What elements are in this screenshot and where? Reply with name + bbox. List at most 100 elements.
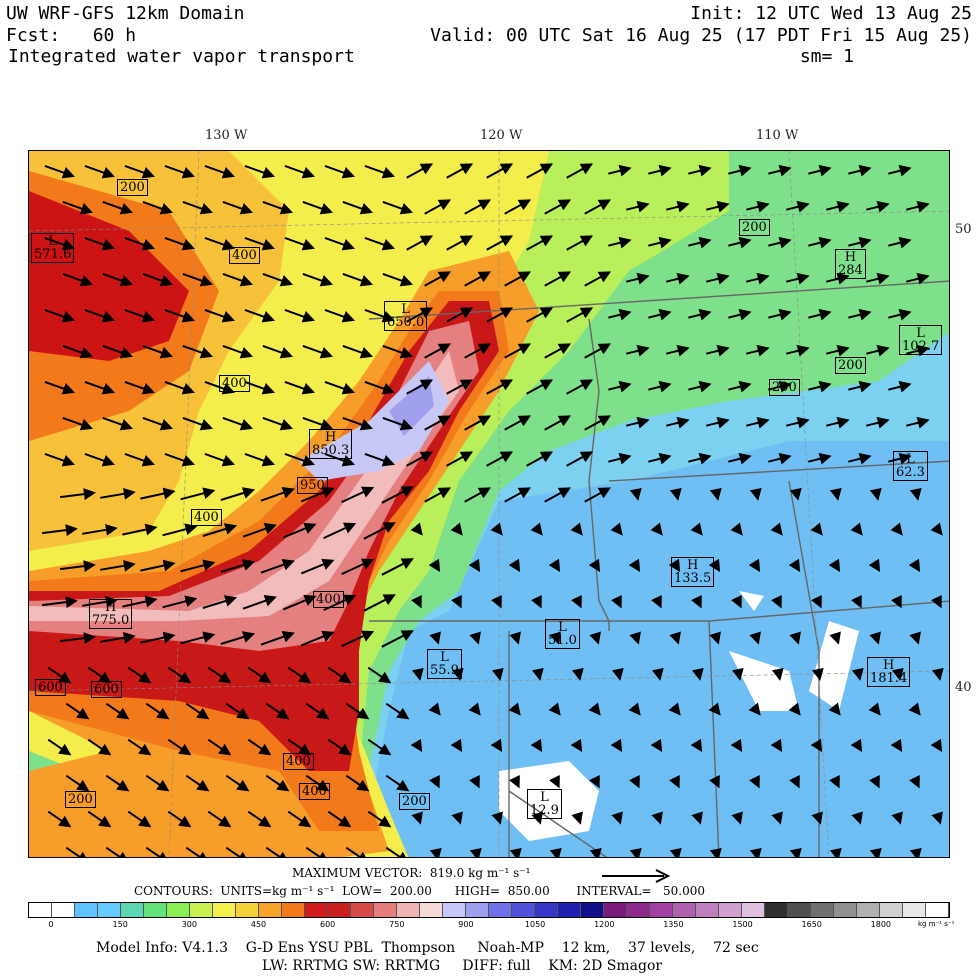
ivt-vector-arrow: [728, 164, 752, 177]
color-scale-cell: [121, 903, 144, 917]
contour-label: 200: [835, 357, 866, 374]
ivt-vector-arrow: [909, 631, 921, 645]
ivt-vector-arrow: [220, 559, 256, 573]
ivt-vector-arrow: [866, 344, 890, 357]
ivt-vector-arrow: [145, 702, 170, 720]
ivt-vector-arrow: [748, 702, 761, 716]
ivt-vector-arrow: [749, 631, 761, 645]
ivt-vector-arrow: [829, 631, 841, 645]
ivt-vector-arrow: [446, 451, 474, 467]
ivt-vector-arrow: [526, 163, 554, 179]
ivt-vector-arrow: [851, 667, 864, 681]
reference-vector-arrow: [602, 869, 671, 883]
ivt-vector-arrow: [302, 200, 333, 215]
ivt-vector-arrow: [808, 236, 832, 249]
color-scale-cell: [673, 903, 696, 917]
color-scale-cell: [788, 903, 811, 917]
ivt-vector-arrow: [342, 200, 373, 215]
ivt-vector-arrow: [124, 452, 155, 467]
ivt-vector-arrow: [709, 487, 722, 501]
contour-label: 600: [35, 679, 66, 696]
ivt-vector-arrow: [324, 452, 355, 467]
ivt-vector-arrow: [127, 810, 152, 828]
ivt-vector-arrow: [709, 774, 720, 789]
ivt-vector-arrow: [65, 846, 90, 857]
ivt-vector-arrow: [544, 343, 572, 359]
ivt-vector-arrow: [468, 702, 481, 716]
ivt-vector-arrow: [44, 452, 75, 467]
color-scale-cell: [512, 903, 535, 917]
ivt-vector-arrow: [808, 452, 832, 465]
ivt-vector-arrow: [411, 667, 424, 681]
ivt-vector-arrow: [690, 738, 703, 753]
ivt-vector-arrow: [222, 416, 253, 431]
ivt-vector-arrow: [931, 667, 944, 681]
ivt-vector-arrow: [62, 416, 93, 431]
ivt-vector-arrow: [584, 415, 612, 431]
ivt-vector-arrow: [866, 200, 890, 213]
color-scale-cell: [52, 903, 75, 917]
ivt-vector-arrow: [451, 667, 464, 681]
color-scale-cell: [903, 903, 926, 917]
contour-label: 400: [191, 509, 222, 526]
high-center-marker: H 181.4: [867, 657, 911, 687]
ivt-vector-arrow: [47, 810, 72, 828]
ivt-vector-arrow: [468, 558, 481, 573]
ivt-vector-arrow: [464, 415, 492, 431]
ivt-vector-arrow: [548, 558, 561, 573]
ivt-vector-arrow: [731, 667, 744, 681]
ivt-vector-arrow: [789, 847, 802, 857]
ivt-vector-arrow: [142, 344, 173, 359]
ivt-vector-arrow: [65, 774, 90, 792]
ivt-vector-arrow: [490, 738, 503, 753]
color-scale-cell: [581, 903, 604, 917]
ivt-vector-arrow: [848, 236, 872, 249]
ivt-vector-arrow: [669, 631, 681, 645]
ivt-vector-arrow: [204, 308, 235, 323]
ivt-vector-arrow: [786, 416, 810, 429]
ivt-vector-arrow: [342, 272, 373, 287]
ivt-vector-arrow: [810, 522, 823, 536]
color-scale-cell: [466, 903, 489, 917]
color-scale-tick-label: 450: [250, 920, 267, 929]
ivt-vector-arrow: [364, 236, 395, 251]
ivt-vector-arrow: [829, 847, 842, 857]
smoothing-label: sm= 1: [799, 46, 854, 67]
ivt-vector-arrow: [207, 810, 232, 828]
low-center-marker: L 12.9: [527, 789, 562, 819]
ivt-vector-arrow: [526, 451, 554, 467]
ivt-vector-arrow: [247, 738, 272, 756]
ivt-vector-arrow: [868, 702, 881, 716]
ivt-vector-arrow: [504, 199, 532, 215]
ivt-vector-arrow: [424, 343, 452, 359]
ivt-vector-arrow: [44, 380, 75, 395]
ivt-vector-arrow: [906, 344, 930, 357]
ivt-vector-arrow: [526, 379, 554, 395]
ivt-vector-arrow: [182, 200, 213, 215]
color-scale-cell: [719, 903, 742, 917]
color-scale-cell: [259, 903, 282, 917]
ivt-vector-arrow: [87, 738, 112, 756]
ivt-vector-arrow: [44, 308, 75, 323]
ivt-vector-arrow: [706, 272, 730, 285]
ivt-vector-arrow: [730, 522, 743, 536]
ivt-vector-arrow: [626, 344, 650, 357]
ivt-vector-arrow: [509, 631, 521, 645]
ivt-vector-arrow: [869, 847, 882, 857]
color-scale-cell: [880, 903, 903, 917]
ivt-vector-arrow: [84, 236, 115, 251]
ivt-vector-arrow: [469, 631, 481, 645]
ivt-vector-arrow: [571, 667, 584, 681]
ivt-vector-arrow: [287, 738, 312, 756]
ivt-vector-arrow: [549, 631, 561, 645]
ivt-vector-arrow: [549, 774, 560, 789]
ivt-vector-arrow: [82, 523, 118, 536]
ivt-vector-arrow: [906, 272, 930, 285]
ivt-vector-arrow: [851, 594, 862, 609]
ivt-vector-arrow: [770, 522, 783, 536]
contour-label: 400: [283, 753, 314, 770]
ivt-vector-arrow: [262, 416, 293, 431]
ivt-vector-arrow: [828, 558, 841, 573]
ivt-vector-arrow: [584, 343, 612, 359]
ivt-vector-arrow: [650, 522, 663, 536]
